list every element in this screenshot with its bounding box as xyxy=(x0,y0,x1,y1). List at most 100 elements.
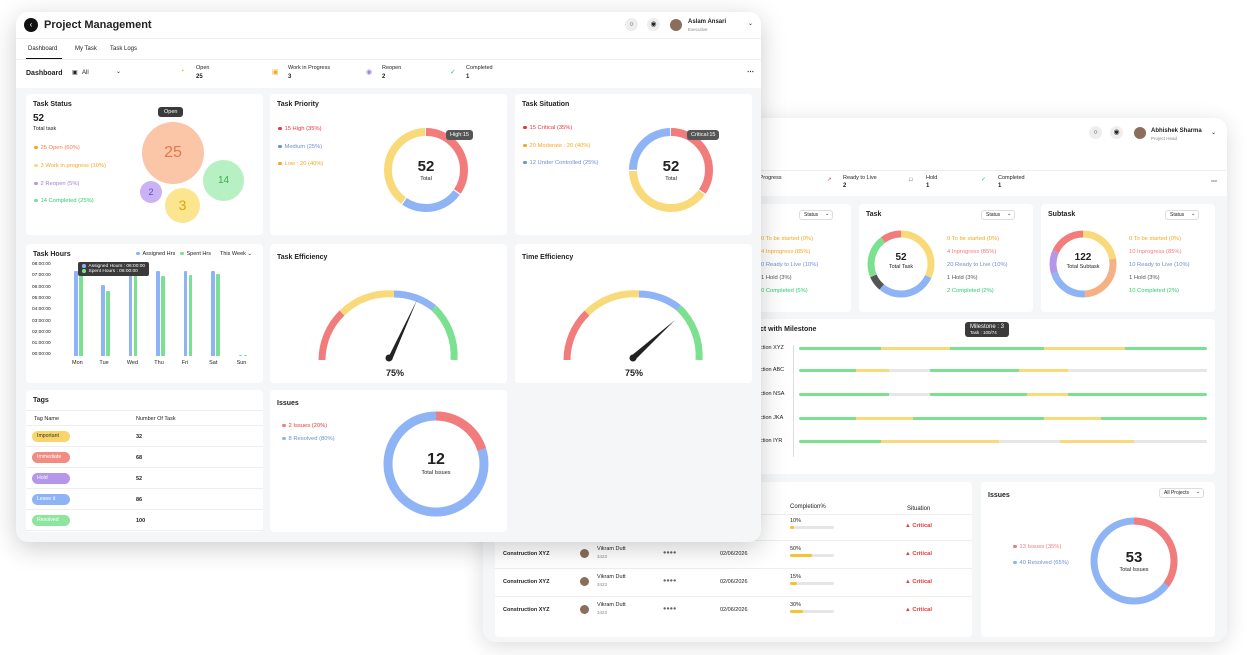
tag-row[interactable]: Important 32 xyxy=(26,426,263,447)
milestone-row[interactable] xyxy=(799,417,1207,420)
card-title: Issues xyxy=(988,492,1010,499)
bar-spent[interactable] xyxy=(216,273,220,356)
chevron-down-icon[interactable]: ⌄ xyxy=(116,69,122,75)
y-tick-label: 00:00:00 xyxy=(32,352,51,358)
time-efficiency-card: Time Efficiency 75% xyxy=(515,244,752,383)
task-donut xyxy=(867,230,935,298)
donut-label: Total xyxy=(665,176,677,182)
legend-item: 0 Completed (5%) xyxy=(761,288,808,294)
settings-icon[interactable]: ◉ xyxy=(647,18,660,31)
back-arrow-icon[interactable]: ‹ xyxy=(24,18,38,32)
bar-assigned[interactable] xyxy=(74,270,78,356)
legend-spent: Spent Hrs xyxy=(186,251,211,257)
tag-badge: Important xyxy=(32,431,70,442)
x-tick-label: Sun xyxy=(236,360,247,366)
bar-assigned[interactable] xyxy=(211,270,215,356)
stat-label: Completed xyxy=(998,175,1025,181)
legend-item: 15 High (35%) xyxy=(284,126,322,132)
person-id: 3423 xyxy=(597,582,608,587)
status-select[interactable]: Status ⌄ xyxy=(981,210,1016,220)
donut-label: Total Task xyxy=(888,264,914,270)
tab-dashboard[interactable]: Dashboard xyxy=(28,46,58,52)
tag-row[interactable]: Resolved 100 xyxy=(26,510,263,531)
bubble-wip[interactable]: 3 xyxy=(165,188,200,223)
user-name: Aslam Ansari xyxy=(688,19,727,25)
legend-item: Low : 20 (40%) xyxy=(284,161,324,167)
bar-assigned[interactable] xyxy=(101,285,106,356)
avatar[interactable] xyxy=(670,19,682,31)
legend-item: 10 Completed (2%) xyxy=(1129,288,1179,294)
milestone-row[interactable] xyxy=(799,369,1207,372)
status-critical: ▲ Critical xyxy=(905,607,933,613)
pause-icon: □ xyxy=(909,177,913,183)
completion-value: 15% xyxy=(790,574,802,580)
donut-label: Total Issues xyxy=(1119,567,1149,573)
status-select[interactable]: Status ⌄ xyxy=(1165,210,1200,220)
back-issues-card: Issues All Projects ⌄ 13 Issues (35%) 40 … xyxy=(981,482,1215,637)
legend-item: 0 To be started (0%) xyxy=(1129,236,1182,242)
stat-value: 3 xyxy=(288,74,292,80)
bubble-open[interactable]: 25 xyxy=(142,122,204,184)
bell-icon[interactable]: ○ xyxy=(625,18,638,31)
bar-assigned[interactable] xyxy=(238,354,243,356)
bar-spent[interactable] xyxy=(188,275,193,356)
chart-tooltip: High:15 xyxy=(446,130,473,140)
bar-assigned[interactable] xyxy=(156,270,160,356)
card-title: Task xyxy=(866,211,882,218)
week-select[interactable]: This Week ⌄ xyxy=(220,251,253,257)
bar-assigned[interactable] xyxy=(128,270,133,356)
person-name: Vikram Dutt xyxy=(597,574,626,580)
tab-my-task[interactable]: My Task xyxy=(75,46,97,52)
chart-tooltip: Critical:15 xyxy=(687,130,720,140)
project-select[interactable]: All Projects ⌄ xyxy=(1159,488,1205,498)
issues-card: Issues 2 Issues (20%) 8 Resolved (80%) 1… xyxy=(270,390,507,532)
bar-spent[interactable] xyxy=(161,276,165,356)
donut-slice xyxy=(384,128,468,212)
milestone-row[interactable] xyxy=(799,393,1207,396)
completion-value: 30% xyxy=(790,602,802,608)
tag-count: 68 xyxy=(136,455,143,461)
donut-value: 122 xyxy=(1074,252,1092,263)
filter-select[interactable]: All xyxy=(82,70,89,76)
more-icon[interactable]: ⋯ xyxy=(747,69,754,76)
bar-spent[interactable] xyxy=(79,275,83,356)
bubble-completed[interactable]: 14 xyxy=(203,160,244,201)
status-critical: ▲ Critical xyxy=(905,551,933,557)
time-efficiency-gauge xyxy=(563,290,703,362)
bell-icon[interactable]: ○ xyxy=(1089,126,1102,139)
milestone-row[interactable] xyxy=(799,440,1207,443)
bar-spent[interactable] xyxy=(133,273,138,356)
date: 02/06/2026 xyxy=(720,579,748,585)
page-title: Project Management xyxy=(44,19,152,31)
stat-label: ...Progress xyxy=(755,175,782,181)
tag-row[interactable]: Hold 52 xyxy=(26,468,263,489)
bar-assigned[interactable] xyxy=(183,270,188,356)
settings-icon[interactable]: ◉ xyxy=(1110,126,1123,139)
legend-item: 1 Hold (3%) xyxy=(947,275,978,281)
tab-task-logs[interactable]: Task Logs xyxy=(110,46,138,52)
stat-value: 1 xyxy=(466,74,470,80)
status-select[interactable]: Status ⌄ xyxy=(799,210,834,220)
tag-row[interactable]: Immediate 68 xyxy=(26,447,263,468)
stat-value: 1 xyxy=(998,183,1002,189)
x-tick-label: Wed xyxy=(126,360,139,366)
person-id: 3423 xyxy=(597,554,608,559)
y-tick-label: 04:00:00 xyxy=(32,307,51,313)
milestone-row[interactable] xyxy=(799,347,1207,350)
more-icon[interactable]: ⋯ xyxy=(1211,179,1217,185)
bar-spent[interactable] xyxy=(106,290,111,356)
donut-value: 53 xyxy=(1125,549,1143,566)
legend-item: 14 Completed (25%) xyxy=(40,198,94,204)
avatar[interactable] xyxy=(1134,127,1146,139)
gauge-value: 75% xyxy=(386,368,405,378)
bubble-reopen[interactable]: 2 xyxy=(140,181,162,203)
bubble-tooltip: Open xyxy=(158,107,184,117)
chevron-down-icon[interactable]: ⌄ xyxy=(1211,130,1217,136)
clock-icon: ◔ xyxy=(180,68,185,75)
tag-row[interactable]: Leave it 86 xyxy=(26,489,263,510)
legend-item: 20 Ready to Live (10%) xyxy=(947,262,1008,268)
bar-spent[interactable] xyxy=(243,354,248,356)
completion-bar xyxy=(790,526,834,529)
chevron-down-icon[interactable]: ⌄ xyxy=(748,21,754,27)
front-dashboard-window: ‹ Project Management ○ ◉ Aslam Ansari Ex… xyxy=(16,12,761,542)
